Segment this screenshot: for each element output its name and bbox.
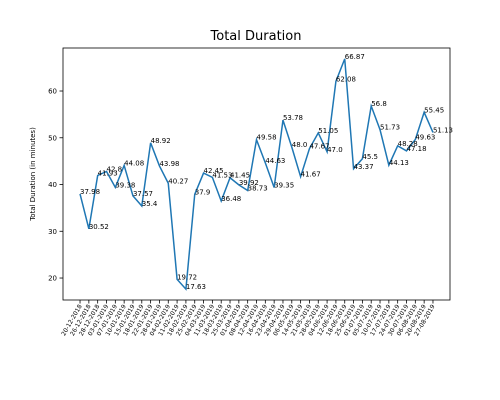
- line-series: [79, 58, 434, 291]
- data-label: 41.93: [98, 169, 118, 177]
- data-label: 37.9: [195, 188, 211, 196]
- data-label: 48.0: [292, 141, 308, 149]
- data-label: 30.52: [89, 223, 109, 231]
- data-label: 62.08: [336, 75, 356, 83]
- y-tick-label: 30: [48, 228, 57, 236]
- data-label: 39.92: [239, 179, 259, 187]
- data-label: 37.98: [80, 188, 100, 196]
- chart-title: Total Duration: [210, 29, 302, 44]
- data-label: 66.87: [345, 53, 365, 61]
- data-label: 44.13: [389, 159, 409, 167]
- data-label: 51.13: [433, 126, 453, 134]
- y-axis-label: Total Duration (in minutes): [29, 127, 37, 222]
- data-label: 17.63: [186, 283, 206, 291]
- data-label: 42.8: [107, 165, 123, 173]
- data-label: 41.53: [212, 171, 232, 179]
- data-label: 48.92: [151, 137, 171, 145]
- data-label: 49.63: [415, 133, 435, 141]
- y-tick-label: 20: [48, 275, 57, 283]
- data-label: 19.72: [177, 273, 197, 281]
- data-label: 38.73: [248, 184, 268, 192]
- data-label: 36.48: [221, 195, 241, 203]
- data-label: 42.45: [204, 167, 224, 175]
- data-label: 43.98: [159, 160, 179, 168]
- data-label: 47.67: [309, 143, 329, 151]
- data-label: 45.5: [362, 153, 378, 161]
- data-label: 39.35: [274, 182, 294, 190]
- data-label: 47.18: [407, 145, 427, 153]
- data-label: 51.73: [380, 124, 400, 132]
- data-label: 47.0: [327, 146, 343, 154]
- data-label: 49.58: [257, 134, 277, 142]
- data-label: 53.78: [283, 114, 303, 122]
- data-label: 44.63: [265, 157, 285, 165]
- data-label: 35.4: [142, 200, 158, 208]
- data-label: 56.8: [371, 100, 387, 108]
- data-label: 51.05: [318, 127, 338, 135]
- data-label: 39.38: [115, 181, 135, 189]
- data-label: 48.28: [398, 140, 418, 148]
- data-label: 41.45: [230, 172, 250, 180]
- data-label: 44.08: [124, 159, 144, 167]
- y-tick-label: 60: [48, 88, 57, 96]
- data-label: 43.37: [354, 163, 374, 171]
- y-tick-label: 40: [48, 181, 57, 189]
- data-label: 40.27: [168, 177, 188, 185]
- data-label: 37.57: [133, 190, 153, 198]
- data-label: 55.45: [424, 106, 444, 114]
- data-label: 41.67: [301, 171, 321, 179]
- y-tick-label: 50: [48, 134, 57, 142]
